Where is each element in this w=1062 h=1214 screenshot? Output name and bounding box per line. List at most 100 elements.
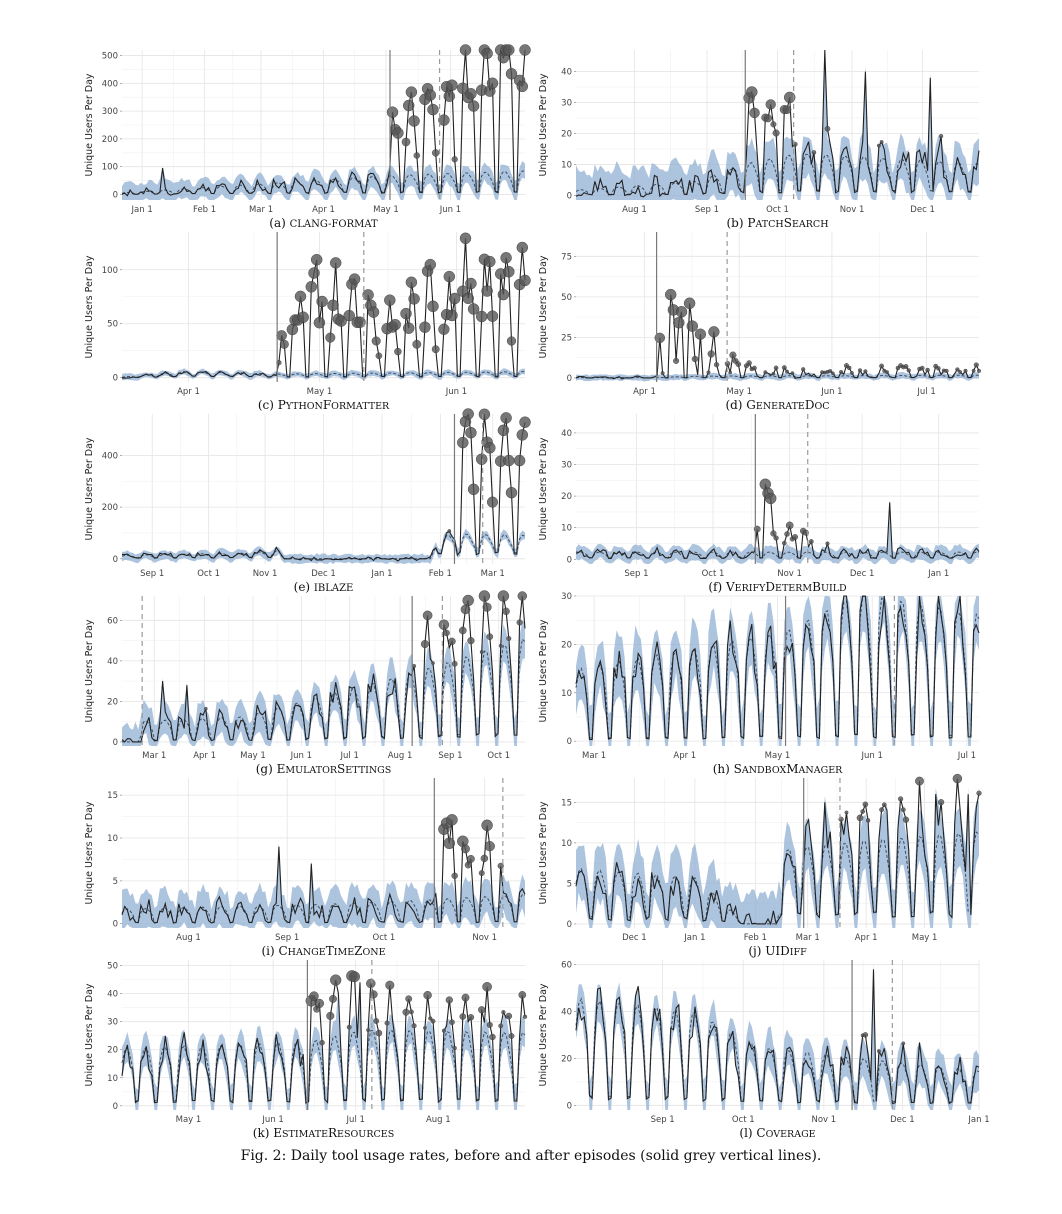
observed-usage-line: [121, 595, 526, 743]
subplot-caption: (f) VERIFYDETERMBUILD: [708, 580, 847, 594]
anomaly-marker: [412, 339, 422, 349]
anomaly-marker: [785, 369, 789, 374]
subplot-caption: (e) IBLAZE: [294, 580, 354, 594]
anomaly-marker: [443, 837, 455, 850]
y-axis-label: Unique Users Per Day: [538, 801, 549, 904]
anomaly-marker: [497, 288, 510, 301]
anomaly-marker: [898, 796, 904, 802]
anomaly-marker: [500, 412, 512, 424]
observed-usage-line: [575, 294, 980, 380]
anomaly-marker: [781, 365, 787, 371]
x-tick-label: Jun 1: [861, 751, 883, 761]
y-tick-label: 20: [107, 1046, 118, 1056]
anomaly-marker: [811, 150, 817, 155]
anomaly-marker: [707, 350, 715, 358]
anomaly-marker: [438, 323, 450, 335]
x-tick-label: May 1: [726, 387, 752, 397]
anomaly-marker: [505, 486, 518, 499]
anomaly-marker: [801, 367, 806, 372]
x-tick-label: Jun 1: [445, 387, 467, 397]
anomaly-marker: [467, 637, 475, 645]
observed-usage-line: [121, 413, 526, 562]
anomaly-marker: [498, 643, 503, 648]
y-tick-label: 10: [561, 160, 572, 170]
anomaly-marker: [714, 362, 720, 368]
figure-caption: Fig. 2: Daily tool usage rates, before a…: [240, 1148, 822, 1164]
anomaly-marker: [325, 332, 336, 343]
chart-e: 0 200 400 Sep 1 Oct 1 Nov 1 Dec 1 Jan 1 Feb 1 Mar…: [84, 408, 531, 594]
anomaly-marker: [519, 44, 531, 56]
anomaly-marker: [432, 149, 440, 157]
anomaly-marker: [330, 974, 342, 986]
observed-usage-line: [575, 969, 980, 1105]
anomaly-marker: [461, 844, 470, 854]
x-tick-label: Aug 1: [622, 205, 647, 215]
anomaly-marker: [939, 133, 944, 139]
anomaly-marker: [384, 1020, 390, 1026]
anomaly-marker: [508, 1033, 515, 1039]
anomaly-marker: [481, 819, 493, 831]
anomaly-marker: [876, 143, 881, 148]
x-tick-label: May 1: [373, 205, 399, 215]
anomaly-marker: [204, 706, 208, 711]
chart-b: 0 10 20 30 40 Aug 1 Sep 1 Oct 1 Nov 1 Dec 1 Unique…: [538, 49, 980, 230]
y-axis-label: Unique Users Per Day: [84, 619, 95, 722]
anomaly-marker: [412, 663, 417, 668]
anomaly-marker: [343, 309, 355, 322]
subplot-caption: (j) UIDIFF: [748, 944, 807, 958]
anomaly-marker: [405, 995, 413, 1003]
anomaly-marker: [498, 1023, 504, 1029]
x-tick-label: Mar 1: [481, 569, 505, 579]
y-tick-label: 10: [561, 839, 572, 849]
y-tick-label: 300: [102, 107, 118, 117]
anomaly-marker: [452, 1045, 457, 1051]
anomaly-marker: [503, 44, 515, 56]
x-tick-label: Oct 1: [702, 569, 725, 579]
anomaly-marker: [516, 80, 528, 93]
anomaly-marker: [944, 368, 949, 373]
anomaly-marker: [460, 604, 471, 615]
anomaly-marker: [486, 77, 499, 89]
subplot-caption: (i) CHANGETIMEZONE: [261, 944, 385, 958]
anomaly-marker: [457, 82, 469, 94]
y-tick-label: 400: [102, 451, 118, 461]
anomaly-marker: [790, 371, 795, 375]
anomaly-marker: [963, 368, 968, 373]
chart-k: 0 10 20 30 40 50 May 1 Jun 1 Jul 1 Aug 1 Unique Us…: [84, 960, 528, 1140]
anomaly-marker: [484, 255, 496, 268]
anomaly-marker: [781, 540, 787, 546]
anomaly-marker: [457, 436, 469, 449]
anomaly-marker: [451, 660, 458, 667]
y-tick-label: 40: [561, 68, 572, 78]
panel-changetimezone: 0 5 10 15 Aug 1 Sep 1 Oct 1 Nov 1 Unique Users P…: [82, 774, 547, 958]
prediction-interval-band: [576, 499, 979, 564]
anomaly-marker: [516, 619, 523, 626]
y-axis-label: Unique Users Per Day: [84, 983, 95, 1086]
anomaly-marker: [305, 281, 318, 293]
anomaly-marker: [476, 453, 488, 465]
x-tick-label: Jul 1: [957, 751, 976, 761]
y-tick-label: 5: [113, 877, 118, 887]
anomaly-marker: [783, 91, 796, 104]
anomaly-marker: [501, 1010, 506, 1015]
x-tick-label: Sep 1: [624, 569, 648, 579]
anomaly-marker: [764, 492, 777, 505]
observed-usage-line: [575, 484, 980, 560]
x-tick-label: Jan 1: [683, 933, 705, 943]
anomaly-marker: [449, 1019, 455, 1025]
y-tick-label: 400: [102, 79, 118, 89]
anomaly-marker: [326, 1011, 335, 1020]
y-tick-label: 50: [107, 962, 118, 972]
y-tick-label: 30: [561, 99, 572, 109]
anomaly-marker: [977, 368, 982, 373]
observed-usage-line: [121, 238, 526, 379]
anomaly-marker: [503, 266, 515, 278]
x-tick-label: Sep 1: [275, 933, 299, 943]
y-tick-label: 10: [561, 524, 572, 534]
anomaly-marker: [486, 633, 494, 641]
x-tick-label: Oct 1: [732, 1115, 755, 1125]
y-tick-label: 0: [567, 1101, 572, 1111]
anomaly-marker: [502, 607, 510, 615]
anomaly-marker: [375, 1029, 383, 1037]
anomaly-marker: [314, 998, 325, 1009]
